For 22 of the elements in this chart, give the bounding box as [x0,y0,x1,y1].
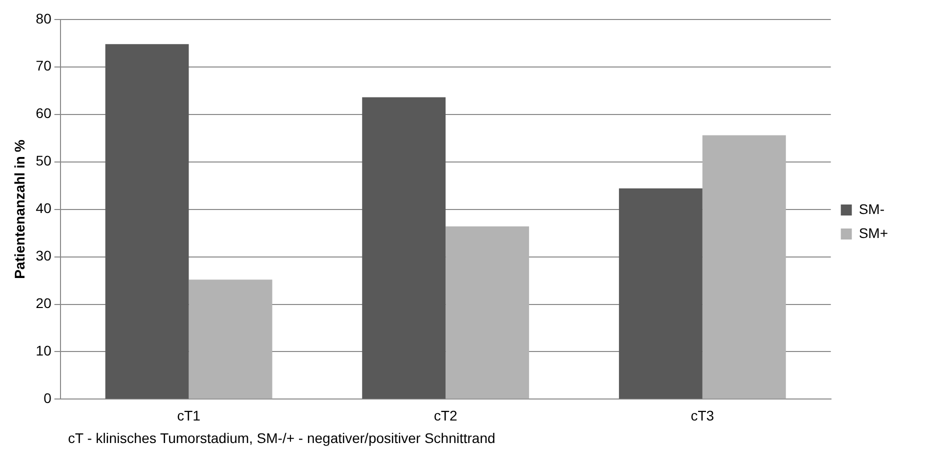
x-tick-label: cT2 [434,407,458,424]
text: cT - klinisches Tumorstadium, SM-/+ - negativer/positiver Schnittrand [68,430,496,446]
bar [105,44,189,399]
y-tick-label: 30 [36,248,52,264]
x-tick-label: cT3 [690,407,714,424]
x-tick-label: cT1 [177,407,201,424]
y-tick-label: 40 [36,200,52,216]
bar [188,280,272,399]
y-tick-label: 0 [44,390,52,406]
legend-label: SM+ [858,224,888,241]
bar [702,135,786,399]
y-tick-label: 80 [36,10,52,26]
y-tick-label: 60 [36,105,52,122]
bar [446,226,530,399]
legend-label: SM- [858,200,885,217]
y-tick-label: 20 [36,295,52,312]
y-tick-label: 10 [36,342,52,359]
y-tick-label: 70 [36,58,52,74]
y-axis-title: Patientenanzahl in % [11,139,28,279]
bar [618,188,702,399]
bar [362,97,446,399]
y-tick-label: 50 [36,152,52,169]
